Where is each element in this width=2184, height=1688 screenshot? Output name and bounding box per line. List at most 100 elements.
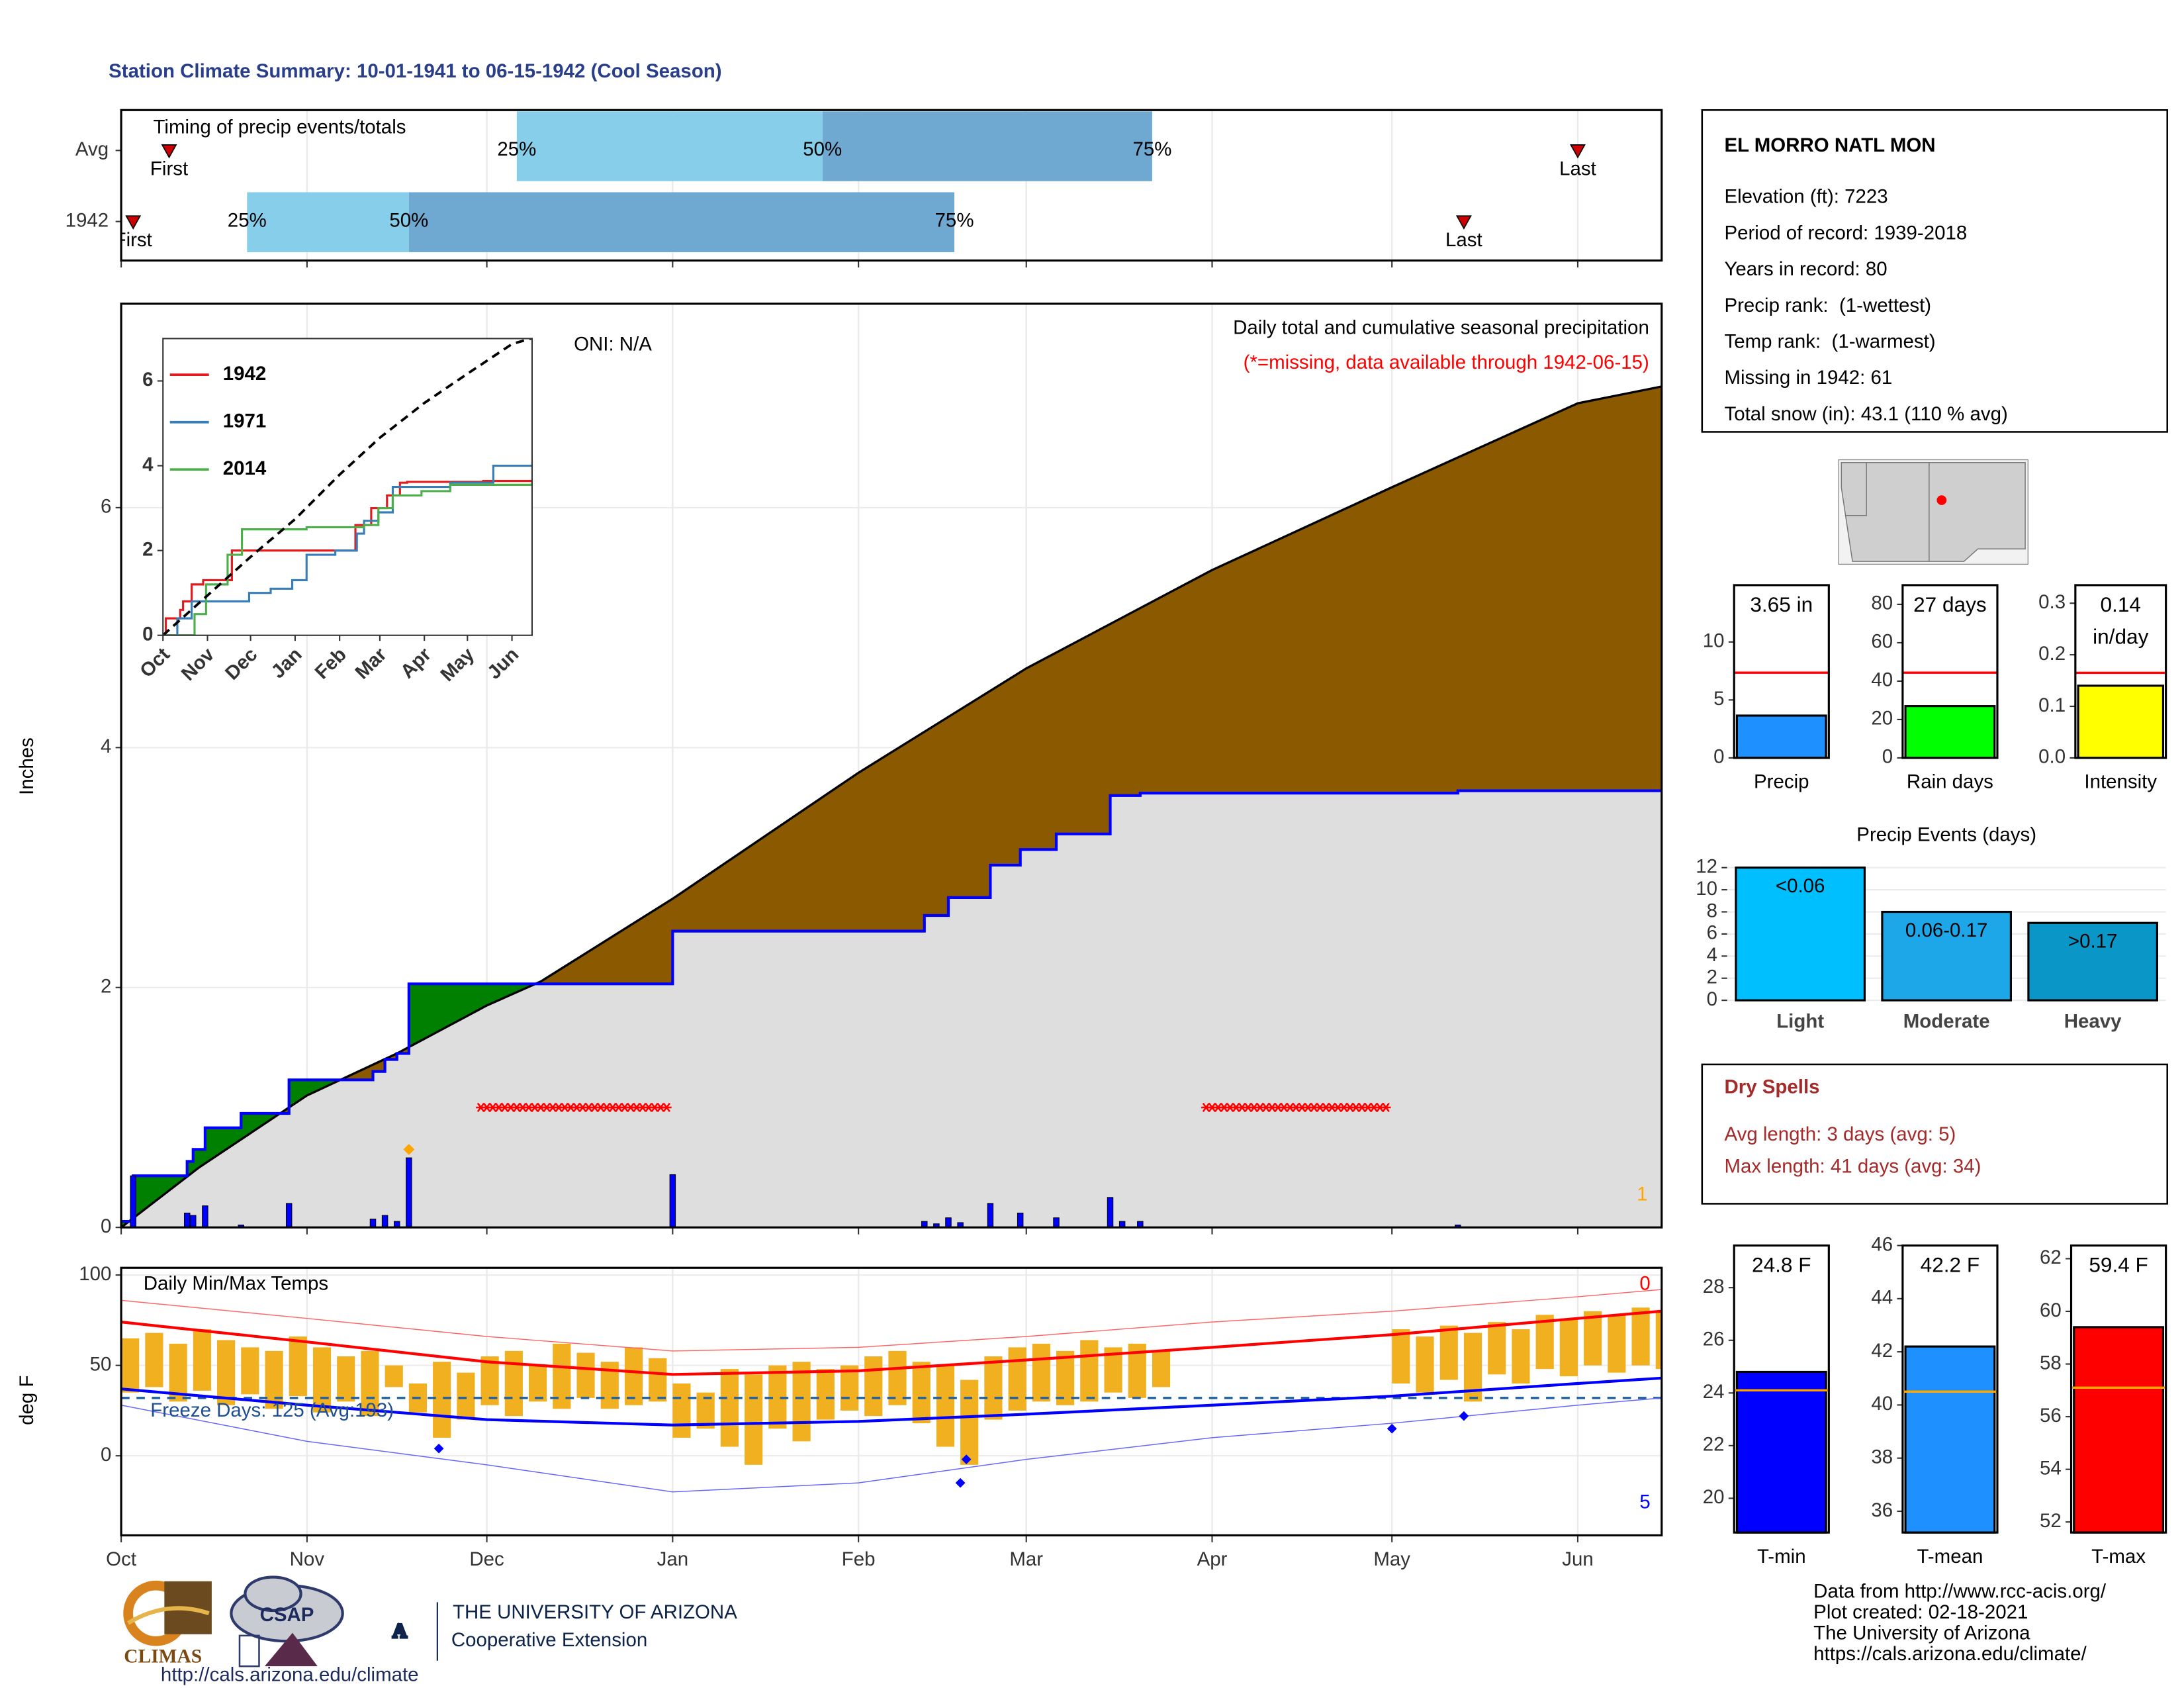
missing-star <box>537 1102 545 1113</box>
station-line: Period of record: 1939-2018 <box>1724 222 1967 244</box>
x-tick-label: Dec <box>469 1548 504 1570</box>
missing-star <box>495 1102 503 1113</box>
missing-star <box>1346 1102 1354 1113</box>
missing-star <box>1352 1102 1360 1113</box>
daily-precip-bar <box>1107 1197 1114 1228</box>
daily-precip-bar <box>406 1157 412 1228</box>
station-line: Elevation (ft): 7223 <box>1724 186 1888 208</box>
station-name: EL MORRO NATL MON <box>1724 134 1935 156</box>
y-tick-label: 62 <box>2040 1246 2062 1268</box>
daily-precip-bar <box>1118 1221 1126 1228</box>
y-tick-label: 22 <box>1703 1434 1725 1456</box>
cumulative-line <box>163 480 532 635</box>
y-tick-label: 58 <box>2040 1352 2062 1374</box>
row-label: 1942 <box>66 209 109 231</box>
plot-frame <box>1733 584 1830 759</box>
quartile-bar <box>516 111 823 181</box>
category-label: Moderate <box>1903 1011 1990 1033</box>
quartile-label: 75% <box>935 209 974 231</box>
missing-star <box>488 1102 497 1113</box>
y-tick-label: 6 <box>101 496 111 518</box>
missing-star <box>662 1102 670 1113</box>
y-tick-label: 56 <box>2040 1405 2062 1427</box>
bar <box>1735 714 1827 759</box>
y-tick-label: 28 <box>1703 1276 1725 1297</box>
inset-bg <box>163 338 532 635</box>
station-box <box>1701 109 2169 433</box>
bar <box>2073 1326 2165 1534</box>
temp-range-bar <box>1608 1315 1626 1373</box>
x-tick-label: May <box>1373 1548 1410 1570</box>
annotation: ONI: N/A <box>574 334 652 355</box>
missing-star <box>525 1102 533 1113</box>
event-label: First <box>114 229 152 251</box>
y-tick-label: 12 <box>1696 855 1717 877</box>
temp-range-bar <box>289 1336 307 1397</box>
cumulative-line <box>163 464 532 635</box>
temp-range-bar <box>1152 1350 1171 1387</box>
missing-star <box>1310 1102 1318 1113</box>
missing-star <box>1214 1102 1222 1113</box>
plot-frame <box>2070 1244 2167 1534</box>
x-tick-label: Jan <box>657 1548 688 1570</box>
daily-precip-bar <box>669 1174 676 1228</box>
missing-star <box>1238 1102 1246 1113</box>
missing-star <box>1382 1102 1390 1113</box>
missing-star <box>501 1102 509 1113</box>
value-label: 42.2 F <box>1920 1254 1980 1278</box>
missing-range <box>1201 1102 1391 1113</box>
missing-star <box>584 1102 593 1113</box>
temp-range-bar <box>864 1356 883 1417</box>
station-line: Precip rank: (1-wettest) <box>1724 295 1931 316</box>
logo-shape <box>264 1632 318 1667</box>
logo-mark: A <box>392 1620 407 1642</box>
missing-star <box>657 1102 664 1113</box>
value-label-box: 27 days <box>1913 593 1987 618</box>
missing-star <box>578 1102 587 1113</box>
logo-shape <box>126 1606 210 1625</box>
daily-precip-bar <box>381 1215 388 1228</box>
missing-star <box>555 1102 563 1113</box>
event-label: Last <box>1445 229 1482 251</box>
y-tick-label: 2 <box>101 976 111 998</box>
corner-label: 1 <box>1637 1184 1647 1205</box>
station-line: Years in record: 80 <box>1724 258 1887 280</box>
value-label: 27 days <box>1913 593 1987 618</box>
inset-lines <box>163 338 532 635</box>
event-marker <box>1570 144 1586 159</box>
annotation: Freeze Days: 125 (Avg:193) <box>150 1399 394 1421</box>
quartile-label: 75% <box>1132 138 1171 160</box>
chart-title: Daily Min/Max Temps <box>144 1272 328 1294</box>
daily-precip-bar <box>369 1218 377 1228</box>
bar <box>2077 684 2165 759</box>
y-tick-label: 38 <box>1871 1446 1893 1468</box>
plot-frame <box>120 1266 1663 1536</box>
bar <box>1735 1370 1827 1534</box>
missing-star <box>615 1102 623 1113</box>
location-map <box>1838 459 2028 565</box>
event-marker <box>125 215 142 230</box>
category-label: Precip <box>1754 771 1809 793</box>
temp-range-bar <box>241 1347 259 1395</box>
y-tick-label: 54 <box>2040 1457 2062 1479</box>
missing-star <box>1364 1102 1372 1113</box>
missing-star <box>603 1102 611 1113</box>
missing-star <box>1226 1102 1234 1113</box>
record-low-marker <box>961 1454 972 1465</box>
plot-frame <box>1901 584 1999 759</box>
temp-range-bar <box>576 1352 595 1398</box>
dry-spells-title: Dry Spells <box>1724 1076 1819 1098</box>
legend-label: 2014 <box>223 457 267 479</box>
missing-star <box>1256 1102 1264 1113</box>
legend-label: 1942 <box>223 363 267 385</box>
temp-range-bar <box>1512 1329 1530 1383</box>
plot-frame <box>1733 1244 1830 1534</box>
y-tick-label: 60 <box>1871 631 1893 653</box>
missing-star <box>633 1102 641 1113</box>
missing-star <box>567 1102 575 1113</box>
logo-text: Cooperative Extension <box>451 1629 647 1651</box>
temp-range-bar <box>1392 1329 1410 1383</box>
plot-frame <box>2074 584 2167 759</box>
value-label: 0.14 in/day <box>2093 593 2149 650</box>
footer-line: Data from http://www.rcc-acis.org/ <box>1813 1580 2107 1602</box>
